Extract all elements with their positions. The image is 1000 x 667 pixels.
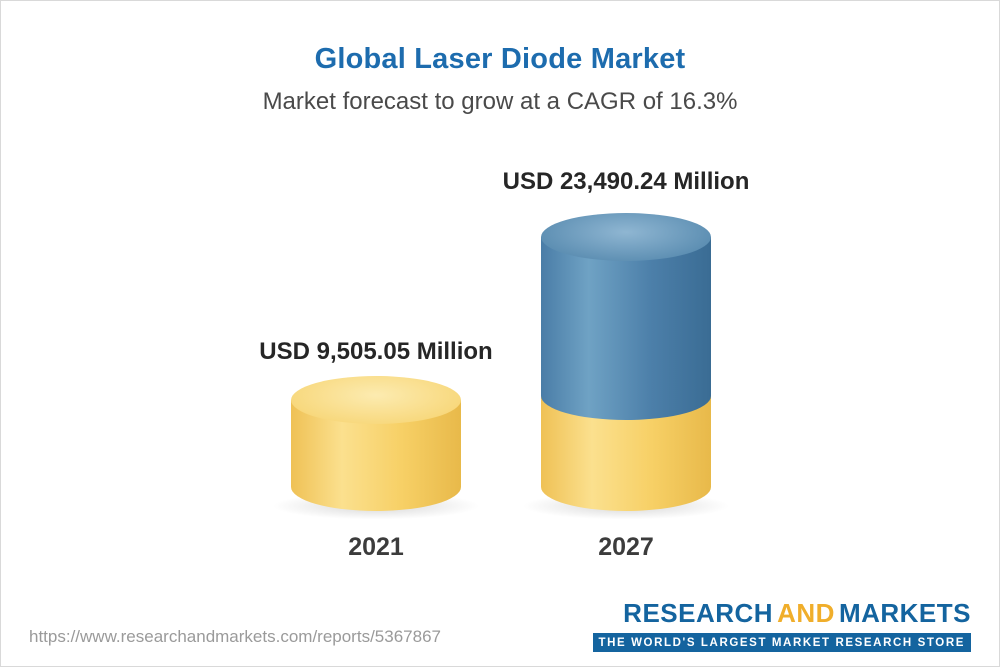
bar-2021-cap — [291, 376, 461, 424]
bar-2027 — [541, 213, 711, 511]
research-and-markets-logo: RESEARCH AND MARKETS THE WORLD'S LARGEST M… — [592, 598, 972, 652]
page-title: Global Laser Diode Market — [314, 43, 686, 75]
value-label-2021: USD 9,505.05 Million — [259, 338, 493, 365]
category-label-2021: 2021 — [348, 533, 404, 561]
bar-2027-cap — [541, 213, 711, 261]
logo-wordmark: RESEARCH AND MARKETS — [593, 598, 972, 629]
bar-2027-growth-segment — [541, 237, 711, 420]
page-subtitle: Market forecast to grow at a CAGR of 16.… — [262, 88, 738, 115]
logo-word-and: AND — [777, 598, 835, 628]
logo-word-markets: MARKETS — [838, 598, 971, 628]
bar-2021 — [291, 376, 461, 511]
report-url: https://www.researchandmarkets.com/repor… — [29, 627, 441, 646]
logo-tagline: THE WORLD'S LARGEST MARKET RESEARCH STOR… — [592, 633, 971, 652]
logo-word-research: RESEARCH — [623, 598, 774, 628]
category-label-2027: 2027 — [598, 533, 654, 561]
value-label-2027: USD 23,490.24 Million — [502, 168, 750, 195]
